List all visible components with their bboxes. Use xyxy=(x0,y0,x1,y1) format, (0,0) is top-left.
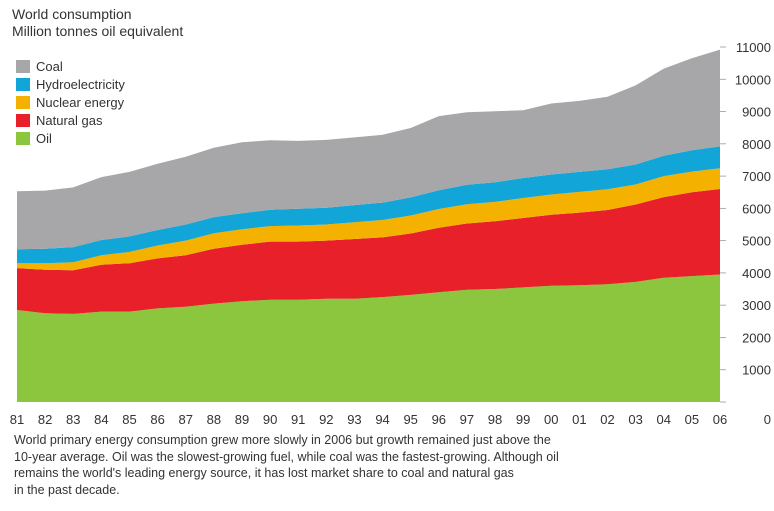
x-tick-label: 86 xyxy=(150,412,164,427)
y-tick-label: 11000 xyxy=(736,40,771,55)
y-tick-label: 1000 xyxy=(742,363,771,378)
caption-line: World primary energy consumption grew mo… xyxy=(14,433,551,447)
legend-swatch xyxy=(16,114,30,127)
legend-label: Hydroelectricity xyxy=(36,77,125,92)
chart-title: World consumption xyxy=(12,6,132,22)
x-tick-label: 87 xyxy=(178,412,192,427)
legend-swatch xyxy=(16,60,30,73)
legend-swatch xyxy=(16,78,30,91)
x-tick-label: 05 xyxy=(685,412,699,427)
x-tick-label: 84 xyxy=(94,412,108,427)
caption-line: remains the world's leading energy sourc… xyxy=(14,466,514,480)
x-tick-label: 83 xyxy=(66,412,80,427)
y-tick-label: 8000 xyxy=(742,137,771,152)
x-tick-label: 06 xyxy=(713,412,727,427)
y-tick-label: 2000 xyxy=(742,330,771,345)
x-tick-label: 85 xyxy=(122,412,136,427)
x-tick-label: 98 xyxy=(488,412,502,427)
x-tick-label: 92 xyxy=(319,412,333,427)
x-axis: 81 82 83 84 85 86 87 88 89 90 91 92 93 94 95 96 97 98 99 00… xyxy=(10,412,727,427)
x-tick-label: 88 xyxy=(207,412,221,427)
caption-line: 10-year average. Oil was the slowest-gro… xyxy=(14,449,559,464)
legend-label: Nuclear energy xyxy=(36,95,125,110)
area-natural-gas xyxy=(17,189,720,314)
area-nuclear-energy xyxy=(17,168,720,271)
x-tick-label: 95 xyxy=(403,412,417,427)
chart-caption: World primary energy consumption grew mo… xyxy=(14,432,764,498)
legend-swatch xyxy=(16,96,30,109)
area-series-group xyxy=(17,49,720,402)
legend: Coal Hydroelectricity Nuclear energy Natura… xyxy=(16,59,125,146)
x-tick-label: 82 xyxy=(38,412,52,427)
y-tick-label: 3000 xyxy=(742,298,771,313)
legend-swatch xyxy=(16,132,30,145)
x-tick-label: 94 xyxy=(375,412,389,427)
x-tick-label: 81 xyxy=(10,412,24,427)
y-tick-label: 9000 xyxy=(742,105,771,120)
x-tick-label: 90 xyxy=(263,412,277,427)
y-tick-label: 5000 xyxy=(742,234,771,249)
area-hydroelectricity xyxy=(17,146,720,264)
legend-label: Coal xyxy=(36,59,63,74)
y-tick-label: 4000 xyxy=(742,266,771,281)
x-tick-label: 04 xyxy=(657,412,671,427)
x-tick-label: 99 xyxy=(516,412,530,427)
x-tick-label: 01 xyxy=(572,412,586,427)
y-tick-label: 10000 xyxy=(735,72,771,87)
x-tick-label: 96 xyxy=(432,412,446,427)
area-coal xyxy=(17,49,720,250)
y-tick-label: 0 xyxy=(764,412,771,427)
x-tick-label: 93 xyxy=(347,412,361,427)
x-tick-label: 97 xyxy=(460,412,474,427)
area-oil xyxy=(17,274,720,402)
y-tick-label: 7000 xyxy=(742,169,771,184)
x-tick-label: 02 xyxy=(600,412,614,427)
x-tick-label: 91 xyxy=(291,412,305,427)
x-tick-label: 00 xyxy=(544,412,558,427)
y-tick-label: 6000 xyxy=(742,201,771,216)
legend-label: Oil xyxy=(36,131,52,146)
caption-line: in the past decade. xyxy=(14,482,120,497)
x-tick-label: 03 xyxy=(628,412,642,427)
legend-label: Natural gas xyxy=(36,113,103,128)
x-tick-label: 89 xyxy=(235,412,249,427)
chart-subtitle: Million tonnes oil equivalent xyxy=(12,23,184,39)
y-axis: 0 1000 2000 3000 4000 5000 6000 7000 8000 9000 100… xyxy=(720,40,771,427)
